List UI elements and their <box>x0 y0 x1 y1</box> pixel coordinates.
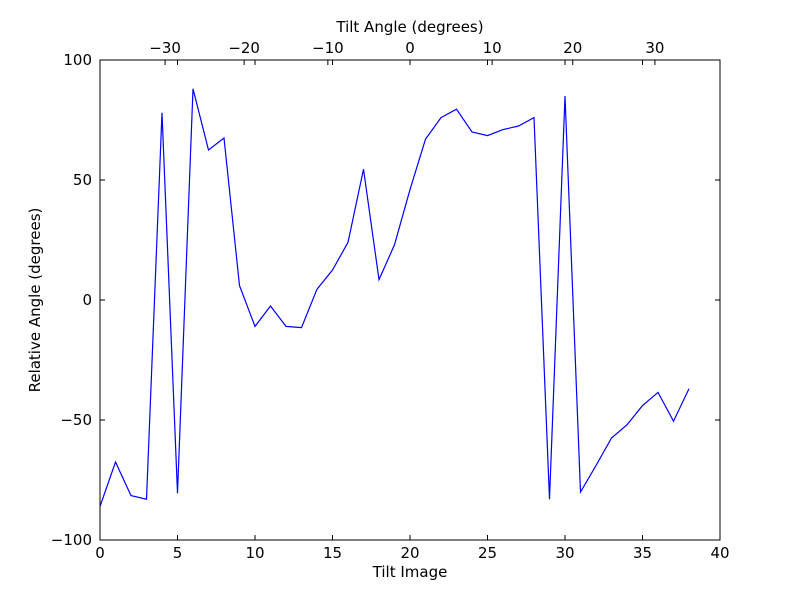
y-tick-label: 100 <box>63 51 92 69</box>
top-x-tick-label: −20 <box>228 39 260 57</box>
top-x-axis-label: Tilt Angle (degrees) <box>335 18 483 36</box>
top-x-tick-label: 20 <box>563 39 582 57</box>
x-tick-label: 25 <box>478 544 497 562</box>
top-x-tick-label: 0 <box>405 39 415 57</box>
y-tick-label: 50 <box>73 171 92 189</box>
x-tick-label: 10 <box>245 544 264 562</box>
y-tick-label: −50 <box>60 411 92 429</box>
x-tick-label: 0 <box>95 544 105 562</box>
top-x-tick-label: −10 <box>312 39 344 57</box>
y-axis-label: Relative Angle (degrees) <box>26 208 44 393</box>
x-tick-label: 15 <box>323 544 342 562</box>
y-tick-label: 0 <box>82 291 92 309</box>
top-x-tick-label: 10 <box>483 39 502 57</box>
x-tick-label: 35 <box>633 544 652 562</box>
y-tick-label: −100 <box>51 531 92 549</box>
x-tick-label: 20 <box>400 544 419 562</box>
x-tick-label: 30 <box>555 544 574 562</box>
top-x-tick-label: −30 <box>149 39 181 57</box>
x-axis-label: Tilt Image <box>372 563 448 581</box>
x-tick-label: 5 <box>173 544 183 562</box>
top-x-tick-label: 30 <box>645 39 664 57</box>
plot-area <box>99 88 690 507</box>
series-line <box>99 88 690 507</box>
x-tick-label: 40 <box>710 544 729 562</box>
